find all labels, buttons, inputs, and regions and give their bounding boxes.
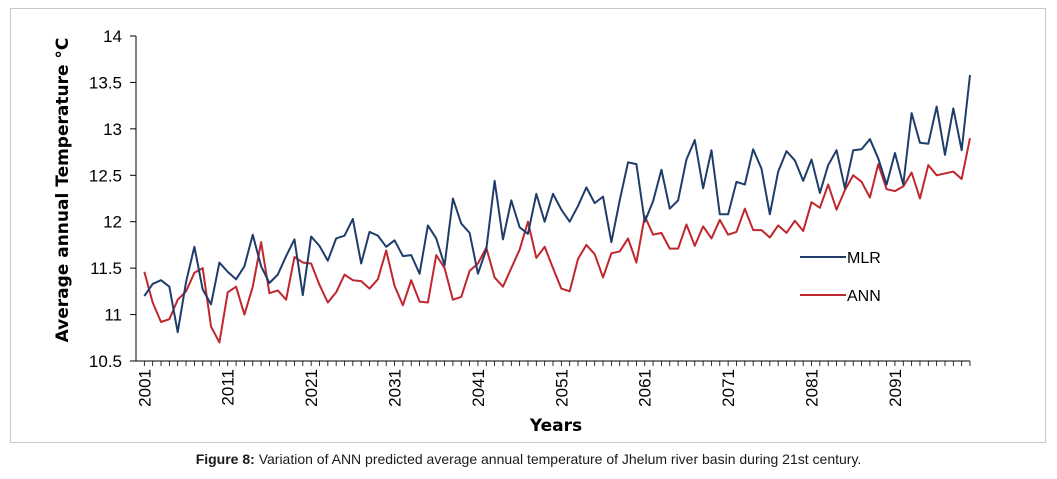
legend-label-ann: ANN: [847, 288, 881, 305]
x-tick-label: 2001: [135, 369, 154, 407]
figure-frame: [10, 8, 1046, 443]
y-tick-label: 13.5: [89, 73, 122, 92]
figure-caption: Figure 8: Variation of ANN predicted ave…: [0, 451, 1057, 467]
legend-label-mlr: MLR: [847, 250, 881, 267]
y-axis-ticks: 10.5 11 11.5 12 12.5 13 13.5 14: [89, 27, 136, 371]
x-tick-label: 2091: [886, 369, 905, 407]
y-tick-label: 11.5: [90, 259, 122, 278]
y-tick-label: 12.5: [89, 166, 122, 185]
x-tick-label: 2041: [469, 369, 488, 407]
y-tick-label: 11: [104, 306, 122, 325]
y-tick-label: 10.5: [89, 352, 122, 371]
series-line-mlr: [143, 74, 971, 334]
x-axis-title: Years: [529, 416, 582, 436]
x-tick-label: 2061: [636, 369, 655, 407]
line-chart: 10.5 11 11.5 12 12.5 13 13.5 14 2001 2011 2021 203…: [53, 27, 971, 436]
x-tick-label: 2031: [386, 369, 405, 407]
axes: [135, 36, 970, 362]
y-tick-label: 12: [103, 213, 122, 232]
y-tick-label: 13: [103, 120, 122, 139]
legend: MLR ANN: [800, 250, 881, 305]
x-tick-label: 2071: [719, 369, 738, 407]
series-layer: [143, 74, 971, 344]
x-tick-label: 2021: [302, 369, 321, 407]
y-axis-title: Average annual Temperature °C: [53, 38, 73, 343]
x-tick-label: 2081: [803, 369, 822, 407]
x-tick-label: 2051: [552, 369, 571, 407]
y-tick-label: 14: [103, 27, 122, 46]
x-axis-ticks: 2001 2011 2021 2031 2041 2051 2061 2071 2081 2091: [135, 361, 971, 407]
x-tick-label: 2011: [219, 369, 238, 406]
caption-label: Figure 8:: [195, 451, 255, 467]
caption-text: Variation of ANN predicted average annua…: [258, 451, 862, 467]
series-line-ann: [143, 137, 971, 344]
